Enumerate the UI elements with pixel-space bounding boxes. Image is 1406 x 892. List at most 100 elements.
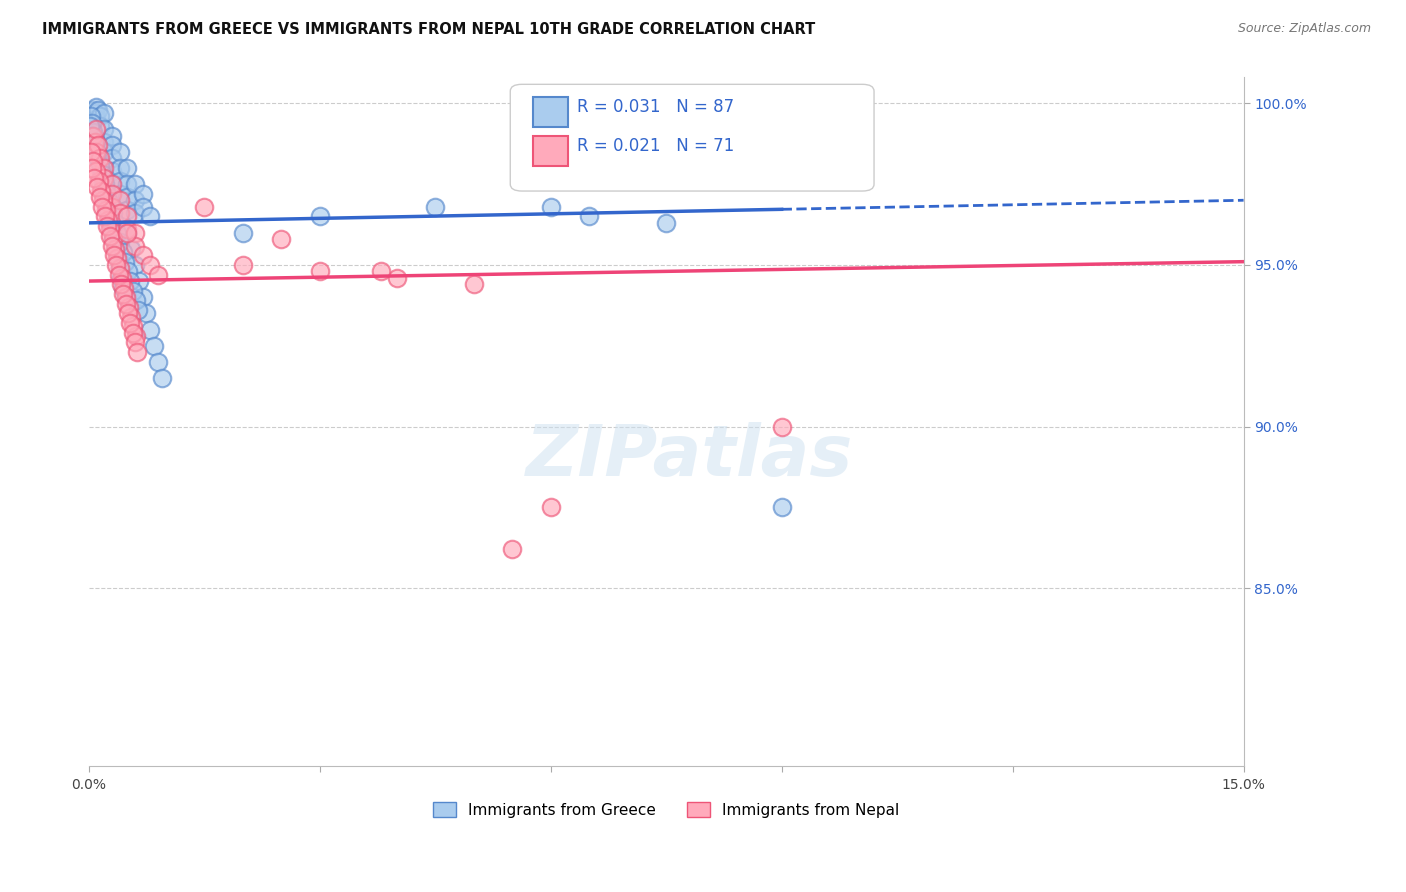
Point xyxy=(101,138,124,153)
Point xyxy=(80,145,103,159)
Point xyxy=(128,274,150,288)
Point xyxy=(118,300,141,314)
Point xyxy=(83,106,105,120)
Point xyxy=(114,290,136,304)
Point xyxy=(97,202,120,217)
Point xyxy=(124,335,146,350)
Point xyxy=(115,190,138,204)
Point xyxy=(115,202,138,217)
Point xyxy=(308,264,330,278)
Point xyxy=(80,116,103,130)
Point xyxy=(87,174,110,188)
Point xyxy=(93,161,115,175)
Point xyxy=(115,210,138,224)
Point xyxy=(98,212,121,227)
Point xyxy=(110,270,132,285)
Point xyxy=(93,106,115,120)
Point xyxy=(122,319,145,334)
Point xyxy=(82,128,104,143)
Point xyxy=(87,154,110,169)
Point xyxy=(111,270,134,285)
Point xyxy=(501,542,523,557)
Point xyxy=(80,128,103,143)
Point xyxy=(98,196,121,211)
Point xyxy=(101,186,124,201)
Point xyxy=(86,99,108,113)
Point xyxy=(104,242,127,256)
Point xyxy=(112,280,135,294)
Point xyxy=(98,228,121,243)
Point xyxy=(80,109,103,123)
Point xyxy=(110,235,132,250)
Point xyxy=(93,145,115,159)
Point xyxy=(101,238,124,252)
Point xyxy=(98,222,121,236)
Point xyxy=(110,277,132,292)
Point xyxy=(139,210,162,224)
Point xyxy=(425,200,447,214)
Point xyxy=(121,326,143,340)
Point xyxy=(87,103,110,117)
Point xyxy=(90,184,112,198)
Point xyxy=(94,202,117,217)
Point xyxy=(115,226,138,240)
Point xyxy=(108,194,131,208)
Point xyxy=(114,254,136,268)
Point xyxy=(578,210,600,224)
Point xyxy=(463,277,485,292)
Point xyxy=(105,252,128,266)
Point xyxy=(108,206,131,220)
Point xyxy=(91,174,114,188)
Point xyxy=(124,238,146,252)
Point xyxy=(86,148,108,162)
Point xyxy=(124,226,146,240)
Point xyxy=(105,258,128,272)
Point xyxy=(127,345,149,359)
Point xyxy=(82,103,104,117)
Point xyxy=(96,219,118,233)
Point xyxy=(101,206,124,220)
Point xyxy=(80,161,103,175)
Point xyxy=(86,145,108,159)
Point xyxy=(94,177,117,191)
Point xyxy=(89,119,111,133)
FancyBboxPatch shape xyxy=(533,136,568,166)
Point xyxy=(90,168,112,182)
Text: Source: ZipAtlas.com: Source: ZipAtlas.com xyxy=(1237,22,1371,36)
Point xyxy=(120,316,142,330)
Point xyxy=(83,138,105,153)
Point xyxy=(124,194,146,208)
Point xyxy=(127,303,149,318)
Point xyxy=(655,216,678,230)
Point xyxy=(90,164,112,178)
Point xyxy=(89,109,111,123)
Point xyxy=(120,310,142,324)
Point xyxy=(96,186,118,201)
Point xyxy=(101,177,124,191)
Point xyxy=(84,164,107,178)
Point xyxy=(115,290,138,304)
Point xyxy=(112,280,135,294)
Point xyxy=(108,145,131,159)
Point xyxy=(89,151,111,165)
Point xyxy=(86,112,108,127)
Point xyxy=(87,138,110,153)
Point xyxy=(86,122,108,136)
Point xyxy=(121,284,143,298)
Point xyxy=(308,210,330,224)
Point xyxy=(139,322,162,336)
Point xyxy=(770,419,793,434)
Point xyxy=(79,119,101,133)
Point xyxy=(103,232,125,246)
Text: IMMIGRANTS FROM GREECE VS IMMIGRANTS FROM NEPAL 10TH GRADE CORRELATION CHART: IMMIGRANTS FROM GREECE VS IMMIGRANTS FRO… xyxy=(42,22,815,37)
Point xyxy=(120,242,142,256)
Point xyxy=(114,296,136,310)
Point xyxy=(93,184,115,198)
Point xyxy=(82,154,104,169)
Point xyxy=(770,500,793,515)
Point xyxy=(103,248,125,262)
Point xyxy=(124,177,146,191)
Point xyxy=(131,248,153,262)
Point xyxy=(101,222,124,236)
Point xyxy=(146,268,169,282)
